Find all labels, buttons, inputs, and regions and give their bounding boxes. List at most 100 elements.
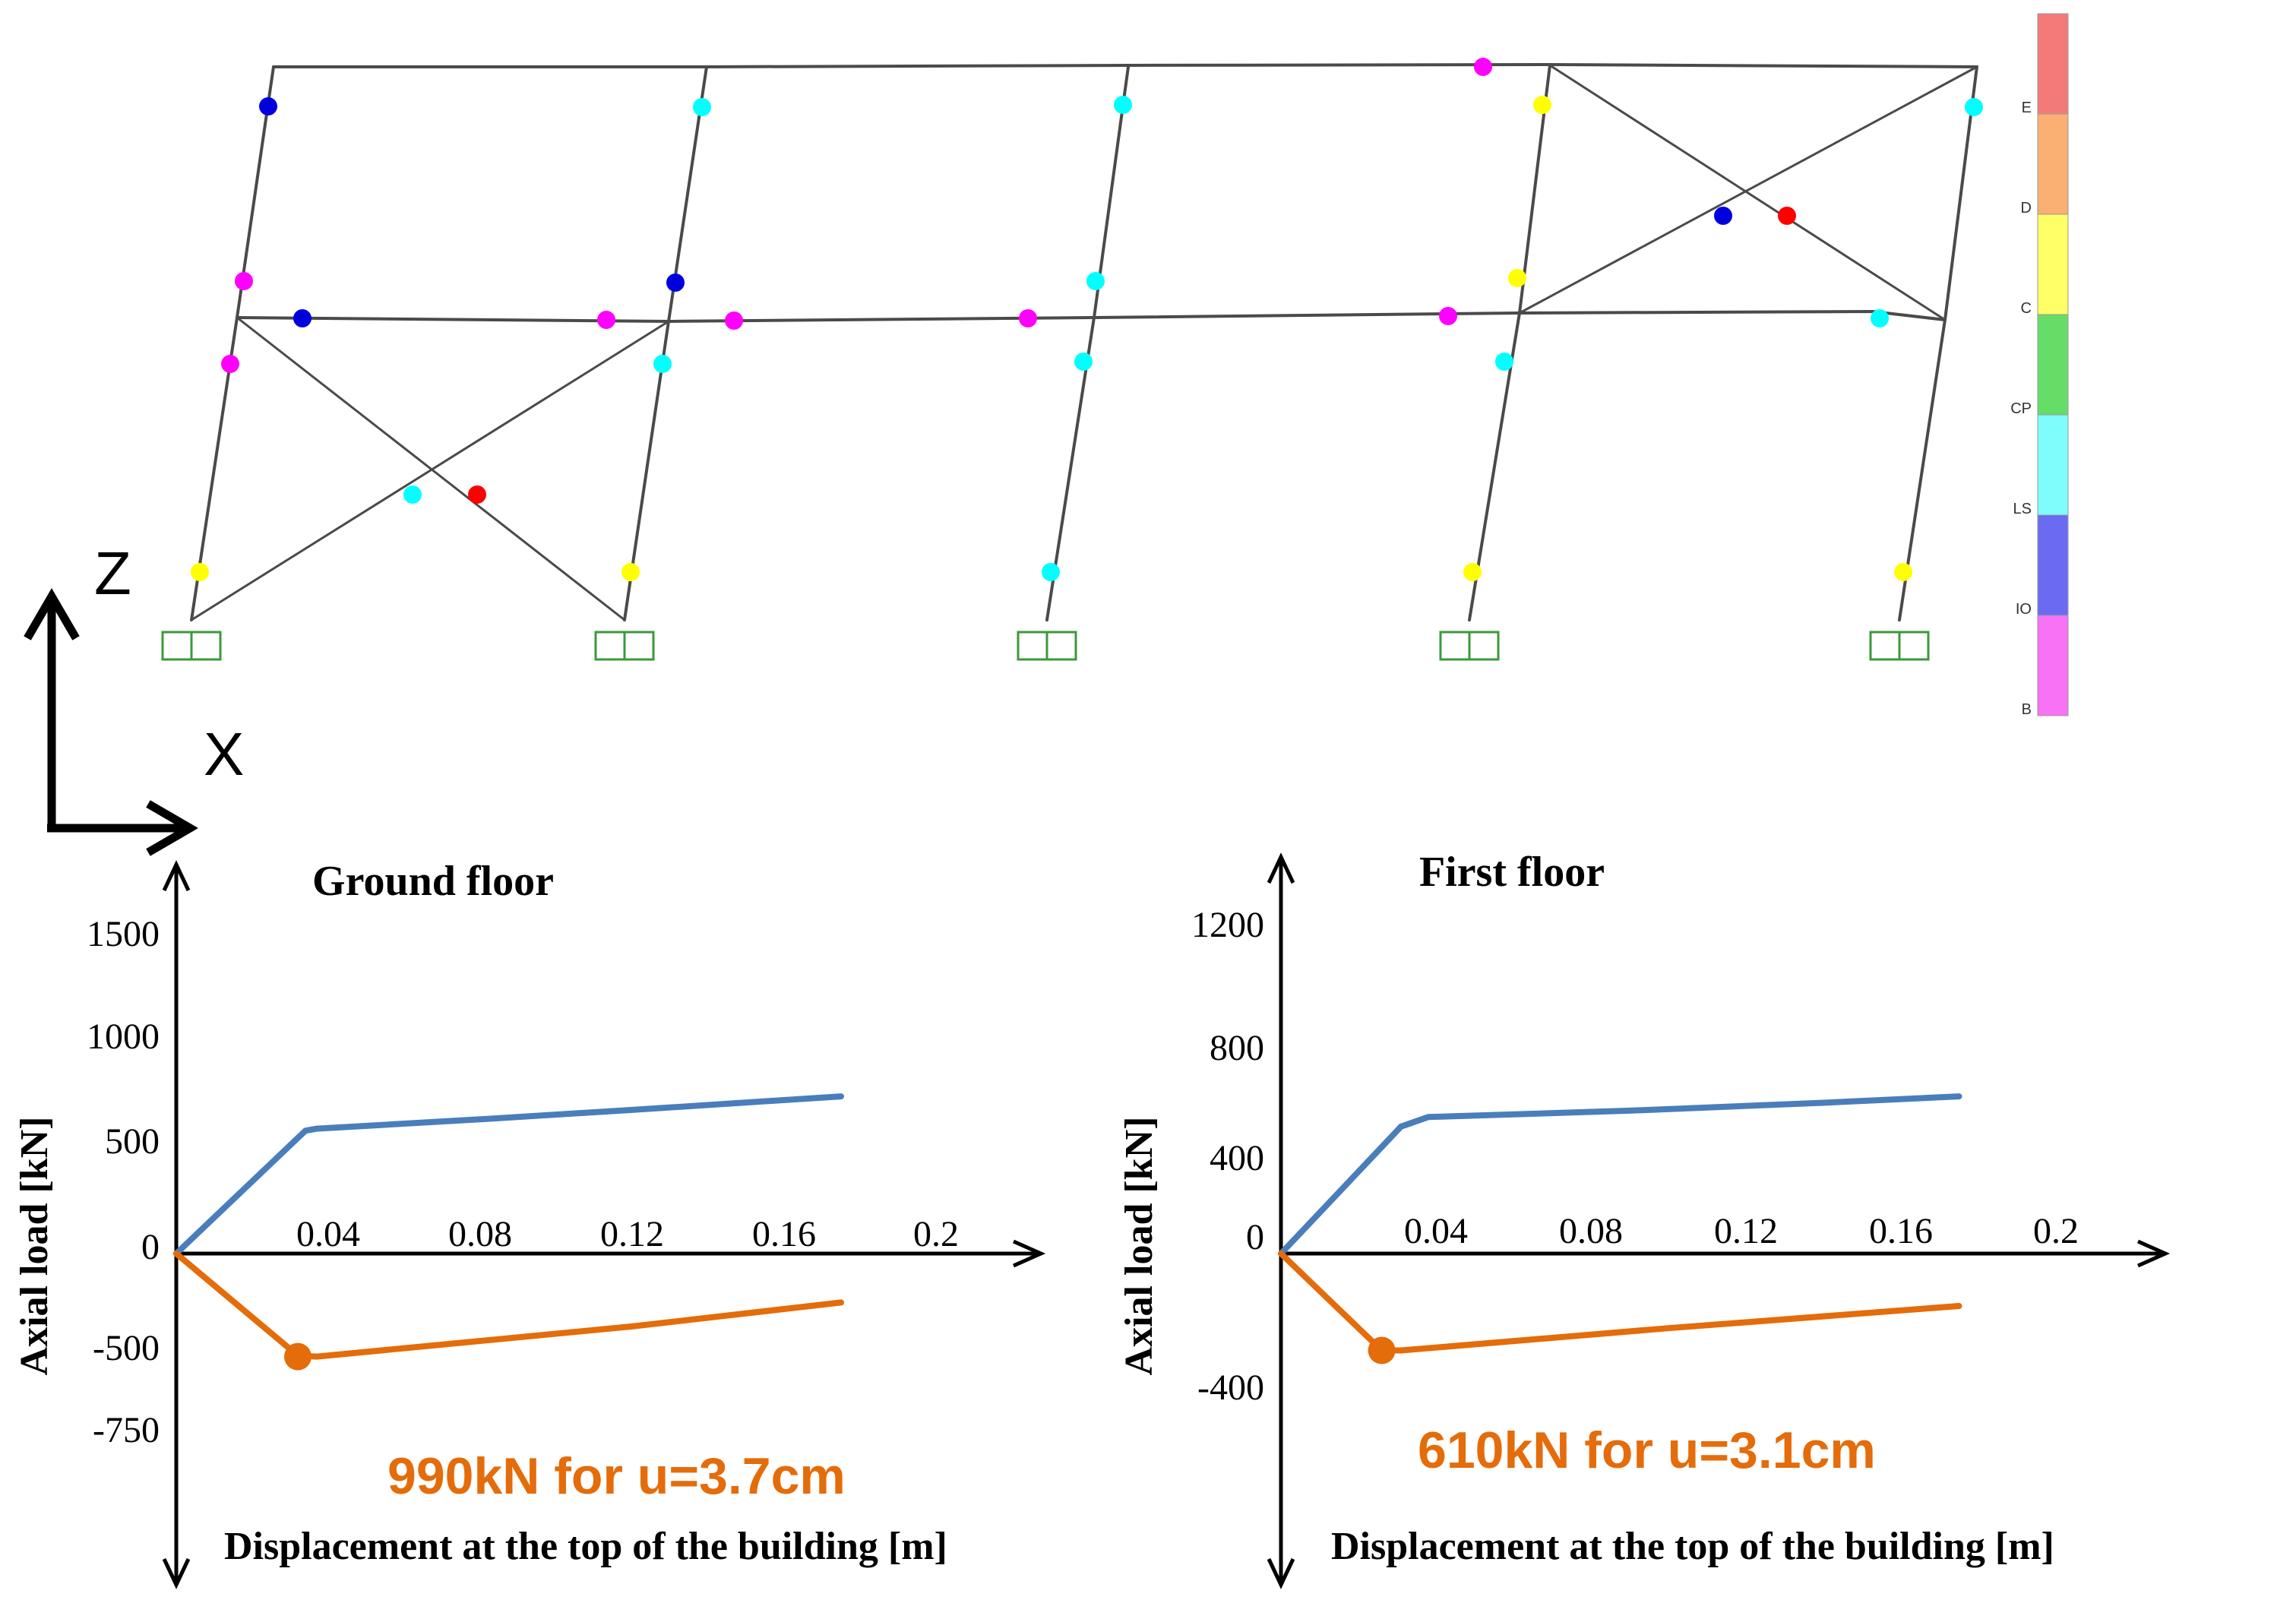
support-3: [1017, 631, 1077, 661]
y-tick-label: 0: [141, 1227, 160, 1267]
y-tick-label: 1500: [87, 914, 160, 954]
y-axis-arrowhead-bottom: [1267, 1557, 1295, 1589]
y-tick-label: 400: [1210, 1138, 1264, 1178]
hinge-b: [725, 311, 743, 330]
y-tick-label: 500: [105, 1121, 160, 1162]
ground-floor-chart: Ground floor 1500 1000 500 0 -500 -750 0.04 0.08…: [13, 858, 1046, 1589]
x-tick-label: 0.12: [1714, 1211, 1778, 1251]
x-tick-label: 0.2: [913, 1214, 959, 1254]
y-tick-label: 1200: [1191, 905, 1264, 945]
legend-swatch-e: [2037, 13, 2069, 115]
y-tick-label: -500: [93, 1328, 160, 1368]
peak-annotation: 610kN for u=3.1cm: [1418, 1421, 1876, 1479]
column-3: [1045, 65, 1130, 621]
legend-swatch-io: [2037, 514, 2069, 616]
hinge-io: [1714, 207, 1732, 225]
x-tick-label: 0.16: [752, 1214, 816, 1254]
hinge-io: [666, 274, 685, 292]
hinge-b: [1019, 309, 1037, 327]
peak-marker: [284, 1342, 312, 1371]
frame-model: E D C CP LS IO B: [161, 13, 2069, 718]
column-2: [623, 65, 708, 621]
hinge-ls: [1871, 309, 1889, 327]
hinge-e: [468, 485, 486, 504]
legend-label-ls: LS: [2013, 501, 2032, 517]
brace-first-1: [1549, 64, 1946, 321]
hinge-b: [235, 272, 253, 290]
series-compression: [173, 1251, 844, 1360]
x-axis-arrow: [47, 800, 198, 856]
hinge-b: [1439, 307, 1457, 325]
global-axes: Z X: [24, 539, 244, 856]
x-tick-label: 0.08: [1559, 1211, 1623, 1251]
plastic-hinges: [191, 58, 1983, 581]
z-axis-label: Z: [94, 539, 131, 607]
y-axis-arrowhead-top: [1267, 852, 1295, 884]
legend-swatch-ls: [2037, 414, 2069, 516]
performance-level-legend: E D C CP LS IO B: [2010, 13, 2069, 718]
first-floor-chart: First floor 1200 800 400 0 -400 0.04 0.08 0.12 0.…: [1118, 849, 2171, 1589]
hinge-io: [259, 97, 277, 115]
x-tick-label: 0.2: [2033, 1211, 2079, 1251]
y-tick-label: -750: [93, 1410, 160, 1450]
y-axis-label: Axial load [kN]: [13, 1117, 56, 1376]
brace-ground-2: [191, 320, 669, 621]
x-axis-label: X: [204, 720, 244, 788]
support-4: [1439, 631, 1500, 661]
legend-label-io: IO: [2016, 601, 2032, 618]
hinge-c: [1508, 269, 1526, 287]
hinge-ls: [1495, 353, 1513, 371]
roof-beam: [272, 62, 1978, 68]
y-axis-arrowhead-top: [162, 860, 191, 892]
y-axis-arrowhead-bottom: [162, 1557, 191, 1589]
hinge-e: [1778, 207, 1796, 225]
legend-label-e: E: [2022, 100, 2032, 116]
hinge-c: [191, 563, 209, 581]
hinge-ls: [653, 355, 672, 373]
hinge-b: [1474, 58, 1492, 76]
x-tick-label: 0.08: [448, 1214, 512, 1254]
x-tick-label: 0.12: [600, 1214, 664, 1254]
legend-label-cp: CP: [2010, 400, 2032, 417]
series-tension: [1278, 1093, 1962, 1257]
x-axis-label: Displacement at the top of the building …: [1331, 1525, 2054, 1568]
brace-first-2: [1519, 65, 1978, 315]
legend-swatch-c: [2037, 213, 2069, 315]
y-tick-label: 0: [1246, 1217, 1264, 1257]
support-1: [161, 631, 222, 661]
hinge-ls: [1086, 272, 1105, 290]
column-1: [190, 65, 275, 621]
y-axis-label: Axial load [kN]: [1118, 1117, 1161, 1376]
hinge-c: [1463, 563, 1482, 581]
support-5: [1869, 631, 1930, 661]
y-tick-label: -400: [1197, 1368, 1264, 1408]
column-5: [1898, 65, 1978, 621]
hinge-ls: [693, 98, 711, 116]
legend-swatch-d: [2037, 113, 2069, 215]
hinge-c: [1894, 563, 1912, 581]
hinge-c: [1533, 96, 1551, 114]
support-2: [594, 631, 655, 661]
peak-marker: [1368, 1336, 1396, 1364]
x-axis-arrowhead: [2136, 1239, 2171, 1268]
hinge-ls: [403, 485, 422, 504]
hinge-ls: [1042, 563, 1060, 581]
peak-annotation: 990kN for u=3.7cm: [387, 1447, 846, 1505]
x-tick-label: 0.04: [1404, 1211, 1468, 1251]
chart-title: Ground floor: [312, 858, 554, 905]
x-tick-label: 0.16: [1869, 1211, 1933, 1251]
x-axis-arrowhead: [1012, 1239, 1046, 1268]
y-tick-label: 1000: [87, 1017, 160, 1057]
legend-label-c: C: [2021, 300, 2032, 317]
series-compression: [1278, 1251, 1962, 1354]
hinge-b: [221, 355, 239, 373]
brace-ground-1: [236, 316, 625, 621]
hinge-ls: [1074, 353, 1093, 371]
hinge-ls: [1965, 98, 1983, 116]
series-tension: [173, 1093, 844, 1257]
chart-title: First floor: [1419, 849, 1605, 896]
legend-swatch-b: [2037, 615, 2069, 716]
hinge-io: [293, 309, 312, 327]
z-axis-arrow: [24, 588, 80, 828]
